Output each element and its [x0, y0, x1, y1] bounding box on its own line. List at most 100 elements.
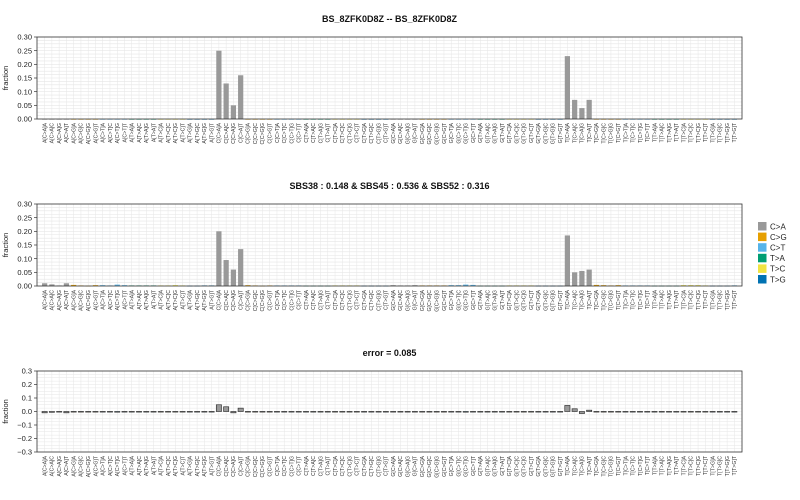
- x-tick-label: A[T>G]C: [195, 290, 201, 311]
- x-tick-label: A[C>T]A: [101, 455, 107, 475]
- bar: [245, 285, 251, 286]
- bar: [238, 75, 244, 119]
- x-tick-label: G[C>T]G: [464, 456, 470, 477]
- bar: [223, 260, 229, 286]
- x-tick-label: C[C>T]G: [289, 123, 295, 144]
- bar: [579, 270, 585, 286]
- x-tick-label: A[C>A]T: [64, 289, 70, 310]
- bar: [324, 411, 331, 413]
- x-tick-label: T[C>G]A: [594, 122, 600, 143]
- x-tick-label: A[T>A]G: [144, 456, 150, 476]
- bar: [259, 411, 266, 413]
- x-tick-label: C[T>G]G: [376, 123, 382, 144]
- x-tick-label: A[C>G]G: [86, 456, 92, 477]
- x-tick-label: A[C>T]A: [101, 122, 107, 142]
- x-tick-label: A[T>A]C: [137, 456, 143, 476]
- bar: [709, 411, 716, 413]
- x-tick-label: A[C>A]A: [42, 122, 48, 143]
- x-tick-label: T[T>A]C: [660, 123, 666, 143]
- x-tick-label: C[T>G]G: [376, 456, 382, 477]
- x-tick-label: A[T>G]C: [195, 123, 201, 144]
- bar: [528, 411, 534, 413]
- x-tick-label: G[T>C]A: [507, 455, 513, 476]
- legend-swatch: [758, 275, 767, 284]
- chart-title: SBS38 : 0.148 & SBS45 : 0.536 & SBS52 : …: [289, 181, 489, 191]
- x-tick-label: A[C>G]C: [79, 290, 85, 311]
- x-tick-label: G[C>A]T: [413, 289, 419, 310]
- legend-swatch: [758, 232, 767, 242]
- x-tick-label: T[T>C]C: [689, 123, 695, 143]
- x-tick-label: G[T>G]C: [543, 456, 549, 477]
- x-tick-label: C[T>G]T: [384, 122, 390, 143]
- grid-lines: [37, 203, 742, 287]
- x-tick-label: C[C>T]T: [297, 289, 303, 310]
- x-tick-label: T[C>A]G: [580, 123, 586, 143]
- x-tick-label: G[T>C]T: [529, 289, 535, 310]
- x-tick-label: C[C>T]G: [289, 290, 295, 311]
- x-tick-label: C[T>G]T: [384, 289, 390, 310]
- bar: [455, 285, 462, 286]
- bar: [470, 284, 476, 286]
- x-tick-label: A[T>G]A: [188, 122, 194, 143]
- bar: [274, 411, 280, 413]
- x-tick-label: T[C>A]A: [565, 289, 571, 309]
- x-tick-label: G[T>C]G: [522, 123, 528, 144]
- x-tick-label: A[C>A]G: [57, 456, 63, 477]
- x-tick-label: A[T>A]C: [137, 123, 143, 143]
- x-tick-label: G[T>C]C: [514, 290, 520, 311]
- x-tick-label: G[T>C]A: [507, 289, 513, 310]
- bar: [361, 411, 368, 413]
- bar: [629, 411, 636, 413]
- x-tick-label: T[T>C]A: [681, 289, 687, 309]
- bar: [107, 411, 113, 413]
- x-tick-label: T[T>G]A: [710, 289, 716, 309]
- x-tick-label: T[C>G]G: [609, 290, 615, 311]
- bar: [593, 284, 600, 286]
- x-tick-label: C[C>A]T: [238, 289, 244, 310]
- bar: [48, 411, 55, 413]
- x-tick-label: C[T>C]G: [347, 456, 353, 477]
- x-tick-label: A[C>T]T: [122, 122, 128, 142]
- x-tick-label: T[T>G]G: [725, 456, 731, 476]
- x-tick-label: T[C>T]C: [631, 456, 637, 476]
- x-tick-label: C[C>G]A: [246, 455, 252, 476]
- bar: [680, 285, 687, 286]
- x-tick-label: T[T>C]C: [689, 290, 695, 310]
- x-tick-label: G[C>T]A: [449, 122, 455, 143]
- legend-label: T>C: [770, 265, 786, 274]
- x-tick-label: T[T>C]T: [703, 455, 709, 475]
- x-tick-label: T[C>T]C: [631, 123, 637, 143]
- x-tick-label: C[C>T]A: [275, 455, 281, 476]
- x-tick-label: G[T>A]C: [485, 290, 491, 311]
- y-tick-label: 0.0: [22, 407, 32, 416]
- x-tick-label: T[T>G]T: [732, 122, 738, 142]
- x-tick-label: G[T>G]T: [558, 455, 564, 476]
- x-tick-label: C[T>C]T: [355, 455, 361, 476]
- x-tick-label: G[T>G]T: [558, 122, 564, 143]
- x-tick-label: A[T>A]T: [151, 455, 157, 475]
- x-tick-label: C[T>A]T: [326, 289, 332, 309]
- bar: [136, 411, 142, 413]
- bar: [194, 411, 201, 413]
- x-tick-label: T[C>A]G: [580, 456, 586, 476]
- x-tick-label: G[T>G]C: [543, 290, 549, 311]
- bar: [223, 83, 229, 119]
- bar: [608, 411, 614, 413]
- legend-label: C>A: [770, 222, 786, 231]
- bar: [724, 411, 731, 413]
- x-tick-label: T[C>A]C: [572, 456, 578, 476]
- bar: [63, 283, 70, 286]
- x-tick-label: T[C>T]G: [638, 456, 644, 476]
- x-tick-label: G[C>A]C: [398, 123, 404, 144]
- y-tick-label: −0.1: [17, 421, 32, 430]
- x-tick-label: C[T>G]A: [362, 455, 368, 476]
- x-tick-label: A[T>G]T: [209, 455, 215, 476]
- bar: [186, 411, 193, 413]
- y-tick-label: −0.3: [17, 448, 32, 457]
- bar: [571, 408, 578, 412]
- bar: [230, 105, 237, 119]
- x-tick-label: T[T>C]T: [703, 122, 709, 142]
- x-tick-label: C[T>A]G: [318, 123, 324, 143]
- x-tick-label: C[C>A]A: [217, 289, 223, 310]
- bar: [56, 411, 63, 413]
